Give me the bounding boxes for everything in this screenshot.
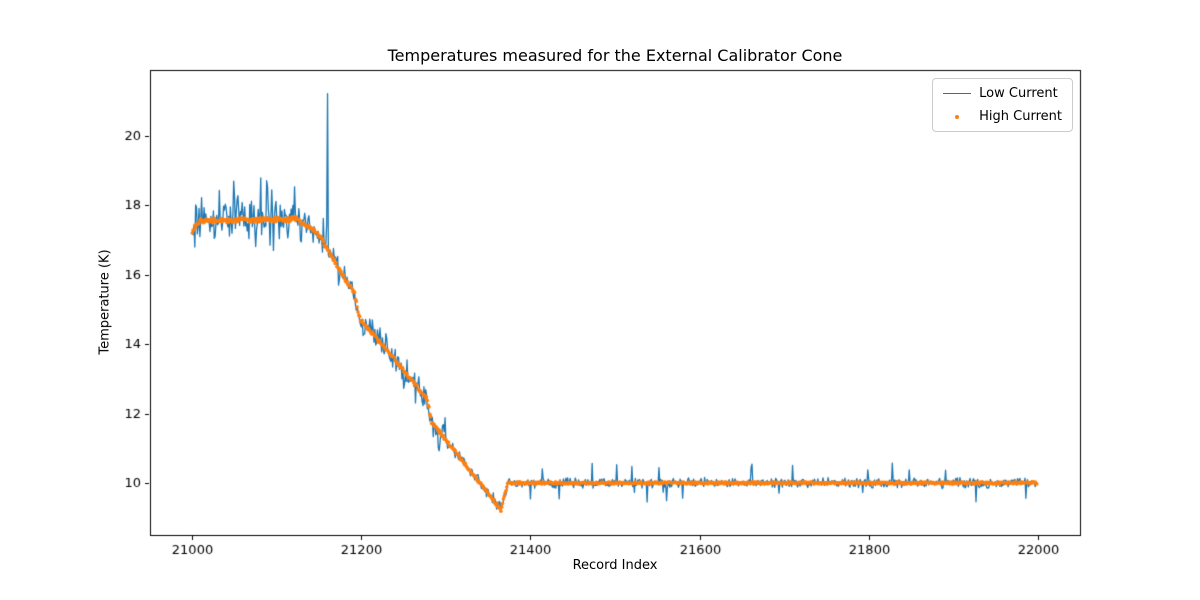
legend-glyph-low-current [943, 89, 972, 99]
x-axis-label: Record Index [572, 558, 658, 573]
chart-title: Temperatures measured for the External C… [387, 46, 843, 65]
legend: Low Current High Current [932, 78, 1073, 132]
legend-label-low-current: Low Current [979, 86, 1058, 101]
legend-line-sample-icon [943, 93, 972, 94]
legend-glyph-high-current [943, 112, 971, 122]
legend-dot-sample-icon [955, 114, 960, 119]
legend-item-high-current: High Current [943, 109, 1062, 124]
y-axis-label: Temperature (K) [97, 249, 113, 355]
legend-label-high-current: High Current [979, 109, 1062, 124]
legend-item-low-current: Low Current [943, 86, 1062, 101]
